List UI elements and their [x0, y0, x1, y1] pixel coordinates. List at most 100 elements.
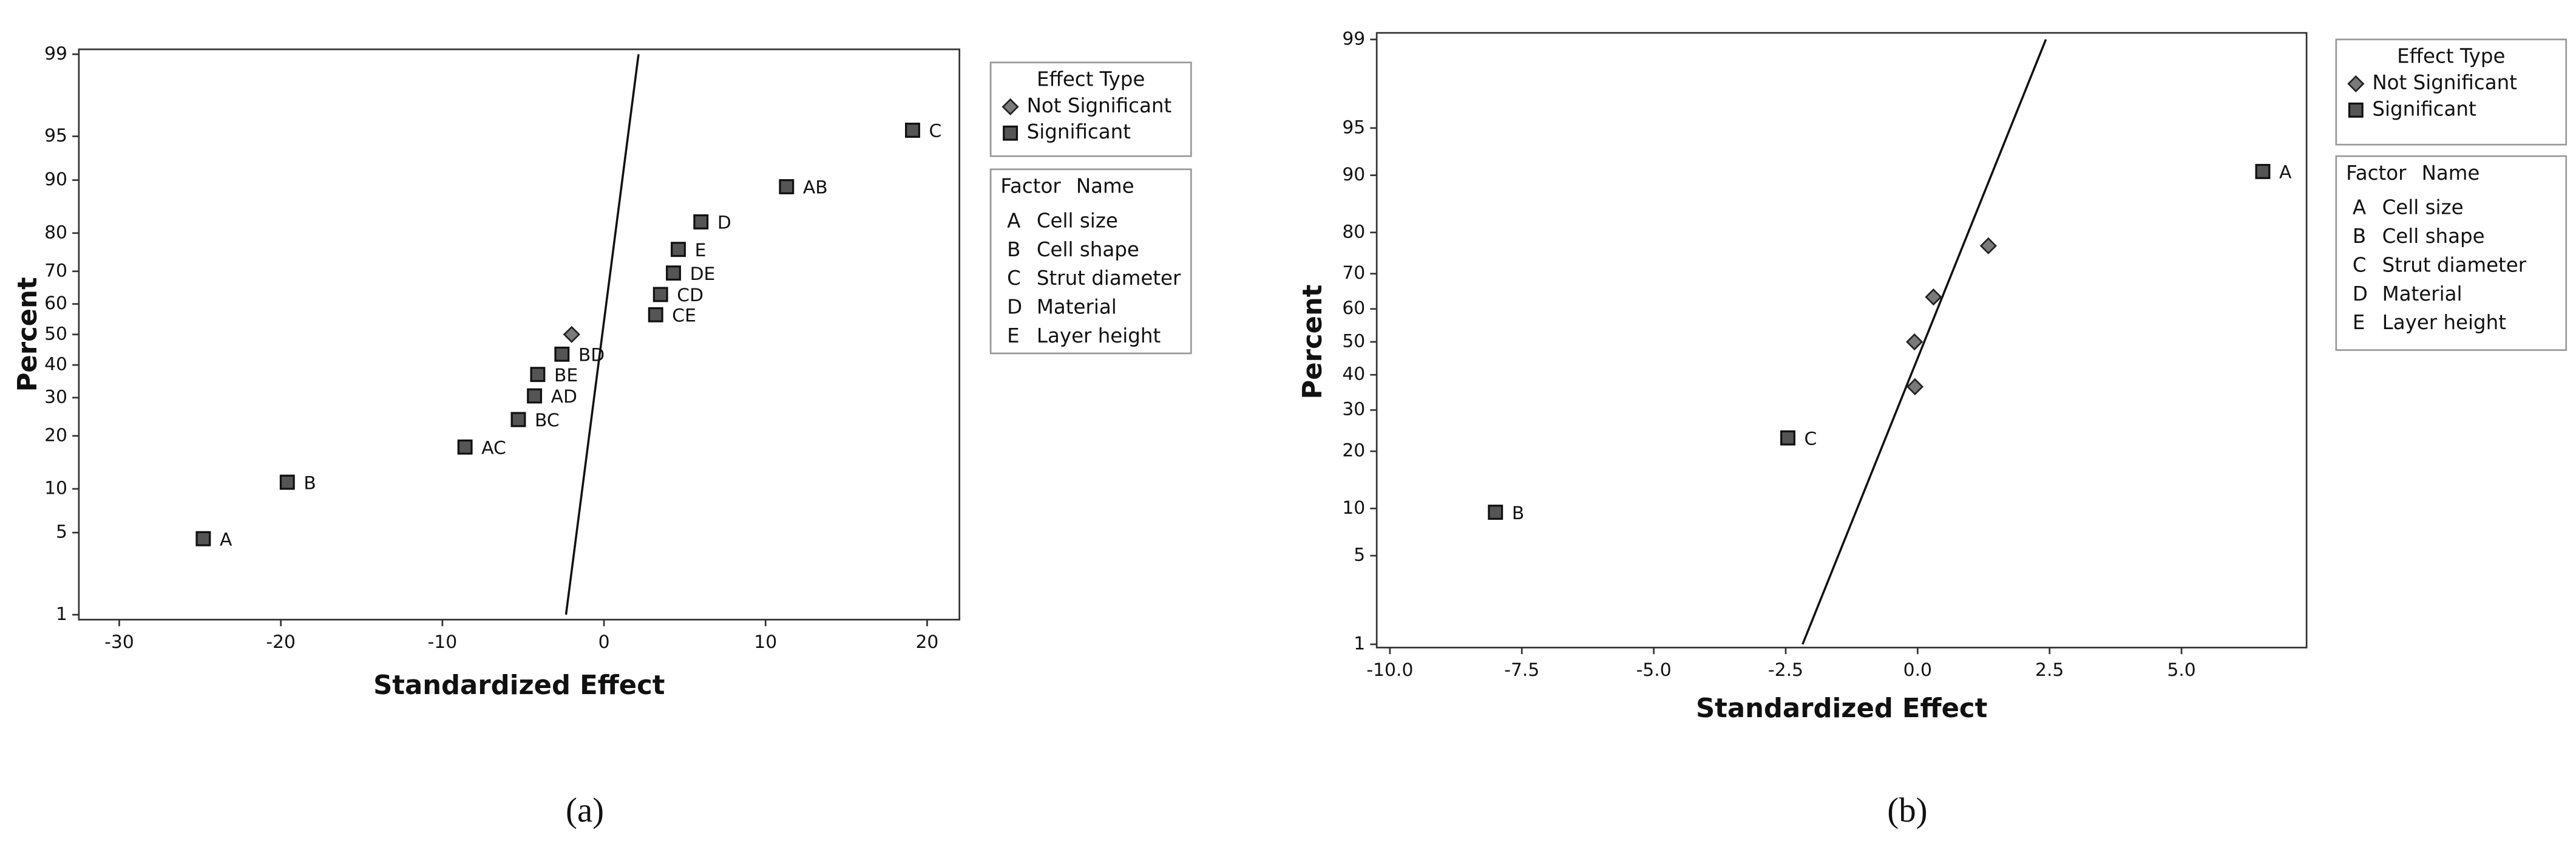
- y-tick-label: 70: [44, 260, 67, 281]
- factor-letter: A: [2353, 196, 2366, 219]
- factor-name: Cell shape: [2382, 225, 2485, 248]
- y-tick-label: 1: [1354, 633, 1365, 655]
- data-point: [510, 412, 526, 428]
- y-tick-label: 10: [44, 478, 67, 499]
- x-tick-label: -10: [428, 632, 458, 653]
- data-point: [671, 242, 686, 257]
- factor-name: Cell shape: [1037, 238, 1139, 261]
- point-label: BC: [535, 410, 560, 431]
- caption: (a): [566, 791, 604, 829]
- factor-name: Cell size: [2382, 196, 2464, 219]
- data-point: [652, 287, 668, 302]
- y-tick-label: 99: [44, 43, 67, 64]
- x-tick-label: -10.0: [1366, 659, 1413, 681]
- data-point: [693, 214, 709, 230]
- x-tick-label: 0: [598, 632, 610, 653]
- y-tick-label: 1: [56, 604, 67, 625]
- y-axis-title: Percent: [1298, 284, 1328, 399]
- factor-letter: A: [1007, 209, 1020, 232]
- data-point: [1780, 430, 1795, 446]
- y-tick-label: 30: [1342, 399, 1365, 420]
- factor-letter: E: [2353, 311, 2365, 334]
- y-tick-label: 60: [44, 293, 67, 314]
- factor-header: Factor: [1000, 175, 1061, 198]
- point-label: BE: [554, 365, 578, 386]
- point-label: C: [929, 121, 942, 142]
- y-tick-label: 90: [1342, 164, 1365, 185]
- plot-frame: [78, 48, 961, 621]
- point-label: B: [1512, 503, 1524, 524]
- legend-title: Effect Type: [2397, 45, 2505, 68]
- x-tick-label: 20: [915, 632, 938, 653]
- y-axis-title: Percent: [13, 277, 43, 392]
- legend-marker: [2347, 75, 2365, 93]
- y-tick-label: 20: [1342, 440, 1365, 462]
- point-label: DE: [690, 264, 716, 285]
- factor-letter: B: [2353, 225, 2366, 248]
- y-tick-label: 60: [1342, 298, 1365, 319]
- reference-line: [564, 54, 640, 615]
- factor-header: Name: [2422, 162, 2480, 185]
- x-tick-label: 2.5: [2035, 659, 2064, 681]
- data-point: [779, 179, 795, 194]
- x-axis-title: Standardized Effect: [373, 670, 665, 701]
- data-point: [905, 123, 920, 138]
- factor-name: Strut diameter: [1037, 267, 1181, 290]
- factor-header: Factor: [2346, 162, 2407, 185]
- data-point: [563, 325, 580, 343]
- point-label: CD: [677, 285, 703, 306]
- data-point: [1979, 237, 1997, 254]
- x-tick-label: -30: [104, 632, 134, 653]
- factor-name: Layer height: [2382, 311, 2506, 334]
- y-tick-label: 80: [44, 222, 67, 243]
- y-tick-label: 20: [44, 424, 67, 446]
- legend-label: Not Significant: [2372, 71, 2517, 94]
- point-label: A: [220, 529, 232, 550]
- y-tick-label: 10: [1342, 497, 1365, 519]
- data-point: [554, 346, 570, 362]
- y-tick-label: 95: [44, 125, 67, 146]
- data-point: [648, 307, 663, 322]
- factor-letter: E: [1007, 324, 1020, 347]
- point-label: A: [2279, 162, 2292, 183]
- point-label: BD: [578, 344, 605, 366]
- legend-label: Significant: [1027, 120, 1131, 143]
- factor-name: Cell size: [1037, 209, 1118, 232]
- x-tick-label: -5.0: [1636, 659, 1672, 681]
- y-tick-label: 90: [44, 169, 67, 190]
- point-label: CE: [672, 305, 696, 327]
- data-point: [530, 367, 546, 383]
- x-tick-label: -20: [266, 632, 296, 653]
- y-tick-label: 50: [44, 323, 67, 344]
- y-tick-label: 70: [1342, 262, 1365, 284]
- y-tick-label: 40: [1342, 364, 1365, 385]
- x-tick-label: -2.5: [1768, 659, 1803, 681]
- legend-title: Effect Type: [1037, 68, 1145, 91]
- factor-name: Material: [1037, 295, 1117, 318]
- legend-label: Significant: [2372, 97, 2476, 120]
- y-tick-label: 30: [44, 386, 67, 407]
- point-label: AD: [551, 386, 577, 407]
- plot-frame: [1375, 32, 2308, 649]
- legend-marker: [1003, 125, 1019, 141]
- factor-letter: B: [1007, 238, 1020, 261]
- factor-legend-box: [2335, 155, 2568, 351]
- factor-header: Name: [1076, 175, 1134, 198]
- factor-name: Material: [2382, 282, 2462, 305]
- data-point: [457, 439, 473, 455]
- y-tick-label: 99: [1342, 28, 1365, 49]
- data-point: [527, 388, 543, 404]
- legend-box: [989, 61, 1192, 157]
- data-point: [666, 265, 681, 281]
- factor-letter: D: [1007, 295, 1022, 318]
- y-tick-label: 5: [56, 522, 67, 543]
- factor-letter: C: [2353, 253, 2367, 276]
- y-tick-label: 5: [1354, 545, 1365, 566]
- point-label: E: [695, 240, 707, 261]
- x-tick-label: 10: [754, 632, 777, 653]
- factor-name: Layer height: [1037, 324, 1161, 347]
- point-label: AC: [481, 437, 506, 458]
- data-point: [1906, 333, 1924, 351]
- point-label: C: [1805, 428, 1817, 449]
